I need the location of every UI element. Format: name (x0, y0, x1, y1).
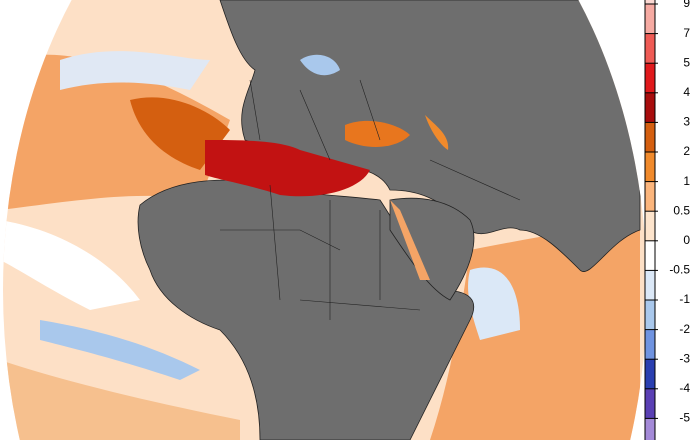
colorbar-tick-label: -3 (679, 351, 690, 365)
colorbar-tick-label: 5 (683, 55, 690, 69)
colorbar-bin (645, 359, 655, 389)
colorbar-bin (645, 33, 655, 64)
colorbar-tick-label: 7 (683, 26, 690, 40)
colorbar-tick-label: -1 (679, 292, 690, 306)
baltic-sea (300, 54, 340, 76)
colorbar-bin (645, 240, 655, 271)
warm-anomaly (3, 54, 230, 210)
red-sea (390, 200, 430, 280)
cool-anomaly (468, 267, 520, 340)
colorbar-bin (645, 329, 655, 360)
globe (3, 0, 647, 440)
mediterranean (205, 140, 370, 197)
colorbar-tick-label: 0 (683, 233, 690, 247)
colorbar-bin (645, 418, 655, 440)
colorbar-bin (645, 300, 655, 330)
colorbar-tick-label: 2 (683, 144, 690, 158)
colorbar: 9 7 5 4 3 2 1 0.5 0 -0.5 -1 -2 -3 -4 -5 (644, 0, 690, 440)
colorbar-bin (645, 63, 655, 93)
colorbar-bin (645, 122, 655, 152)
country-borders (220, 79, 521, 320)
colorbar-bin (645, 0, 655, 4)
colorbar-tick-label: 0.5 (673, 203, 690, 217)
colorbar-tick-label: 9 (683, 0, 690, 10)
colorbar-tick-label: 1 (683, 174, 690, 188)
colorbar-bin (645, 270, 655, 300)
caspian-sea (425, 115, 449, 150)
cool-anomaly (60, 51, 210, 90)
colorbar-bin (645, 92, 655, 123)
colorbar-bin (645, 388, 655, 419)
colorbar-tick-label: 4 (683, 85, 690, 99)
colorbar-bin (645, 152, 655, 182)
colorbar-tick-label: -4 (679, 381, 690, 395)
colorbar-tick-label: -5 (679, 411, 690, 425)
colorbar-tick-label: -2 (679, 322, 690, 336)
colorbar-bin (645, 4, 655, 34)
black-sea (345, 120, 410, 147)
neutral-anomaly (3, 220, 140, 310)
warm-anomaly (3, 360, 240, 440)
colorbar-bin (645, 211, 655, 241)
colorbar-tick-label: -0.5 (669, 263, 690, 277)
colorbar-tick-label: 3 (683, 115, 690, 129)
cool-anomaly (40, 320, 200, 380)
colorbar-frame (644, 0, 656, 440)
colorbar-bin (645, 181, 655, 212)
